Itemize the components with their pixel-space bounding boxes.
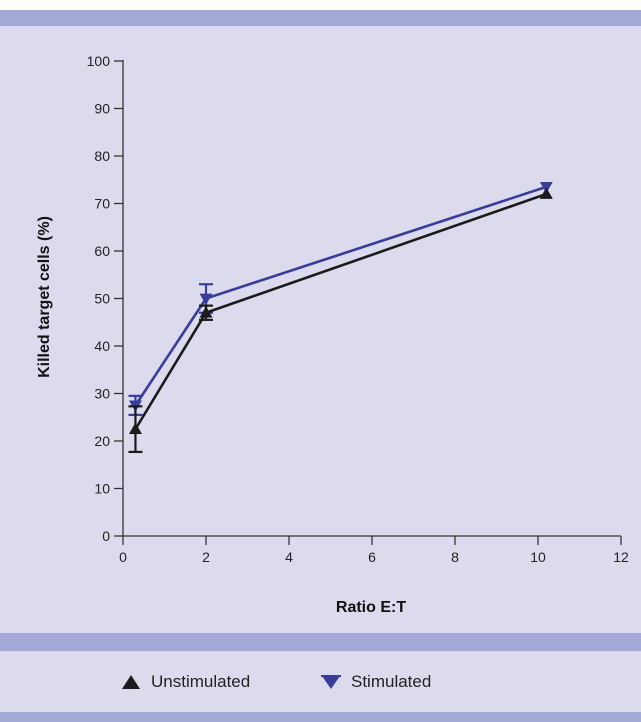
data-point-unstimulated: [128, 422, 142, 434]
plot-panel: [0, 26, 641, 633]
data-point-unstimulated: [199, 306, 213, 318]
legend: Unstimulated Stimulated: [0, 651, 641, 712]
x-axis: 0 2 4 6 8 10 12: [119, 535, 629, 565]
triangle-up-icon: [122, 674, 140, 689]
series-stimulated: [128, 182, 553, 416]
y-tick-label: 80: [94, 148, 110, 164]
legend-item-unstimulated: Unstimulated: [121, 651, 250, 712]
y-tick-label: 40: [94, 338, 110, 354]
y-tick-label: 0: [102, 528, 110, 544]
legend-item-stimulated: Stimulated: [321, 651, 431, 712]
legend-label-unstimulated: Unstimulated: [151, 671, 251, 691]
x-tick-label: 2: [202, 549, 210, 565]
y-tick-label: 20: [94, 433, 110, 449]
y-axis-title: Killed target cells (%): [36, 216, 53, 378]
x-tick-label: 6: [368, 549, 376, 565]
series-unstimulated: [128, 187, 553, 454]
x-tick-label: 12: [613, 549, 629, 565]
series-line-stimulated: [134, 185, 547, 407]
y-tick-label: 10: [94, 481, 110, 497]
y-tick-label: 50: [94, 291, 110, 307]
x-tick-label: 4: [285, 549, 293, 565]
y-tick-label: 100: [87, 53, 111, 69]
y-tick-label: 30: [94, 386, 110, 402]
x-axis-title: Ratio E:T: [336, 599, 406, 616]
legend-label-stimulated: Stimulated: [351, 671, 432, 691]
x-tick-label: 0: [119, 549, 127, 565]
bottom-band: [0, 712, 641, 722]
data-point-unstimulated: [539, 187, 553, 199]
x-tick-label: 8: [451, 549, 459, 565]
triangle-down-icon: [321, 674, 341, 689]
y-tick-label: 70: [94, 196, 110, 212]
x-tick-label: 10: [530, 549, 546, 565]
legend-divider-band: [0, 633, 641, 651]
y-tick-label: 60: [94, 243, 110, 259]
data-point-stimulated: [199, 293, 213, 305]
y-tick-label: 90: [94, 101, 110, 117]
top-band: [0, 10, 641, 26]
series-layer: [128, 182, 553, 454]
y-axis: 0 10 20 30 40 50 60 70 80 90 100: [87, 53, 124, 544]
legend-panel: [0, 651, 641, 712]
